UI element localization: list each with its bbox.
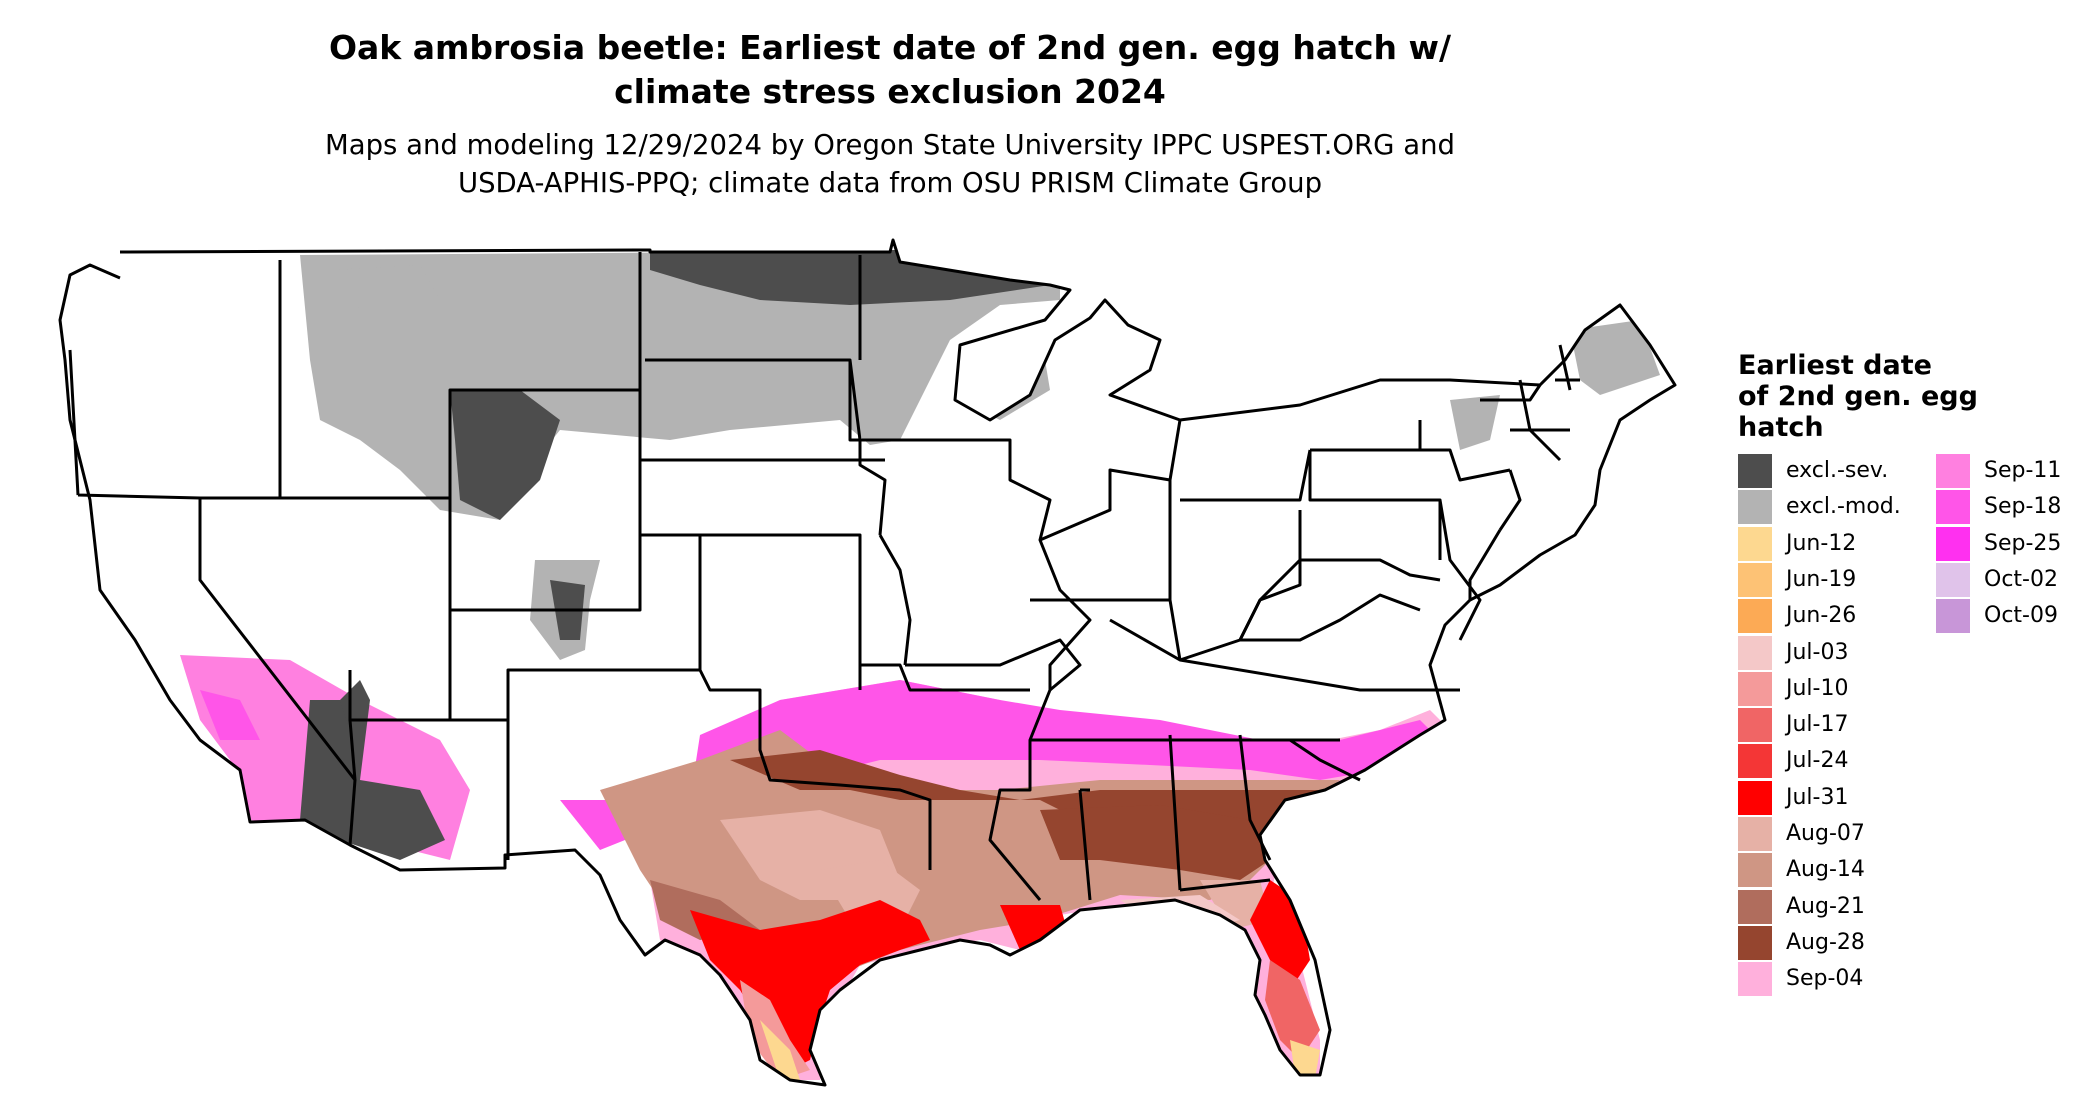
legend-item: Sep-18: [1936, 490, 2100, 526]
legend-item: Sep-11: [1936, 454, 2100, 490]
state-boundaries: [58, 238, 1677, 1087]
legend-item: Jul-31: [1738, 780, 1938, 817]
legend-item: Oct-02: [1936, 562, 2100, 599]
legend-label: Sep-25: [1984, 530, 2062, 556]
legend-item: Jun-26: [1738, 599, 1938, 635]
legend-swatch: [1738, 562, 1772, 597]
legend-item: Aug-28: [1738, 925, 1938, 962]
legend-item: Jul-17: [1738, 708, 1938, 744]
legend-label: Jun-26: [1786, 603, 1857, 629]
us-map: [58, 238, 1677, 1087]
legend-label: Jul-10: [1786, 675, 1849, 701]
legend-item: excl.-mod.: [1738, 490, 1938, 526]
legend-label: Oct-09: [1984, 603, 2058, 629]
legend-item: Sep-25: [1936, 526, 2100, 563]
legend-swatch: [1936, 526, 1970, 561]
subtitle-line-1: Maps and modeling 12/29/2024 by Oregon S…: [325, 129, 1455, 161]
us-map-svg: [58, 238, 1677, 1087]
legend-swatch: [1738, 671, 1772, 706]
legend-item: excl.-sev.: [1738, 454, 1938, 490]
legend-swatch: [1738, 744, 1772, 779]
legend-item: Aug-14: [1738, 853, 1938, 889]
legend-label: excl.-sev.: [1786, 458, 1889, 483]
legend-item: Aug-07: [1738, 817, 1938, 853]
legend-item: Jul-10: [1738, 671, 1938, 708]
legend-label: Jun-12: [1786, 530, 1857, 556]
legend-item: Jul-24: [1738, 744, 1938, 780]
legend-label: Jul-24: [1786, 748, 1849, 774]
legend-swatch: [1738, 490, 1772, 525]
legend-swatch: [1738, 817, 1772, 851]
legend-label: Aug-28: [1786, 929, 1865, 955]
legend-swatch: [1936, 454, 1970, 488]
legend-swatch: [1738, 962, 1772, 997]
title-line-1: Oak ambrosia beetle: Earliest date of 2n…: [328, 28, 1452, 67]
legend-swatch: [1936, 490, 1970, 525]
legend-item: Sep-04: [1738, 962, 1938, 998]
legend-label: excl.-mod.: [1786, 494, 1901, 520]
legend-swatch: [1738, 925, 1772, 960]
legend-title-line-3: hatch: [1738, 412, 1824, 443]
legend-title-line-1: Earliest date: [1738, 350, 1932, 381]
legend-label: Aug-07: [1786, 821, 1865, 846]
legend-label: Aug-21: [1786, 893, 1865, 919]
map-fill-layer: [180, 250, 1660, 1080]
legend-swatch: [1738, 708, 1772, 743]
legend-title-line-2: of 2nd gen. egg: [1738, 381, 1978, 412]
legend-label: Sep-04: [1786, 966, 1864, 992]
map-subtitle: Maps and modeling 12/29/2024 by Oregon S…: [240, 126, 1540, 202]
legend-swatch: [1738, 780, 1772, 815]
legend-swatch: [1738, 526, 1772, 561]
legend-swatch: [1936, 562, 1970, 597]
legend-swatch: [1738, 454, 1772, 488]
legend-label: Jul-17: [1786, 712, 1849, 738]
legend-item: Jun-19: [1738, 562, 1938, 599]
title-line-2: climate stress exclusion 2024: [614, 72, 1166, 111]
subtitle-line-2: USDA-APHIS-PPQ; climate data from OSU PR…: [457, 167, 1323, 199]
legend-label: Jun-19: [1786, 566, 1857, 592]
map-title: Oak ambrosia beetle: Earliest date of 2n…: [240, 26, 1540, 114]
legend-item: Oct-09: [1936, 599, 2100, 635]
legend-swatch: [1936, 599, 1970, 634]
legend-item: Jul-03: [1738, 635, 1938, 672]
legend-swatch: [1738, 599, 1772, 634]
legend-item: Jun-12: [1738, 526, 1938, 563]
legend-title: Earliest date of 2nd gen. egg hatch: [1738, 350, 2068, 443]
legend-label: Aug-14: [1786, 857, 1865, 883]
legend-item: Aug-21: [1738, 889, 1938, 926]
legend-swatch: [1738, 889, 1772, 924]
legend-label: Sep-18: [1984, 494, 2062, 520]
legend-swatch: [1738, 853, 1772, 888]
legend-label: Oct-02: [1984, 566, 2058, 592]
legend-label: Sep-11: [1984, 458, 2062, 483]
legend-label: Jul-31: [1786, 784, 1849, 810]
legend-swatch: [1738, 635, 1772, 670]
legend-label: Jul-03: [1786, 639, 1849, 665]
